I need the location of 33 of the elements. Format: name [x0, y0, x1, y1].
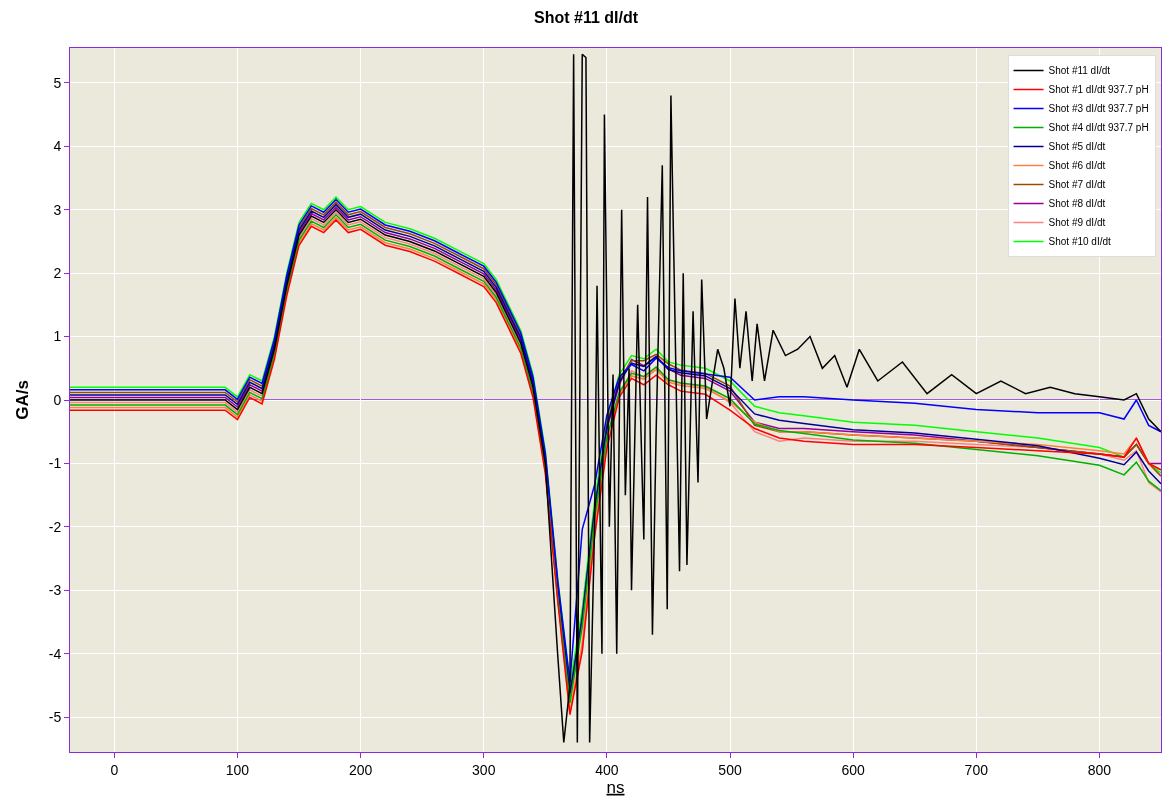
y-tick-label: 4 — [53, 138, 62, 155]
x-tick-label: 200 — [348, 761, 373, 778]
x-tick-label: 600 — [841, 761, 866, 778]
y-axis-title: GA/s — [13, 380, 33, 420]
x-tick-label: 400 — [595, 761, 619, 778]
y-tick-label: 0 — [53, 391, 62, 408]
x-tick-label: 500 — [718, 761, 742, 778]
x-tick-label: 800 — [1087, 761, 1112, 778]
y-tick-label: -1 — [48, 455, 62, 472]
legend-label: Shot #10 dI/dt — [1048, 236, 1112, 248]
legend-label: Shot #6 dI/dt — [1048, 160, 1106, 172]
x-tick-label: 100 — [225, 761, 250, 778]
legend-label: Shot #3 dI/dt 937.7 pH — [1048, 103, 1149, 115]
legend-label: Shot #7 dI/dt — [1048, 179, 1106, 191]
y-tick-label: -4 — [48, 645, 62, 662]
x-tick-label: 300 — [472, 761, 496, 778]
x-tick-label: 700 — [964, 761, 989, 778]
y-tick-label: 2 — [53, 265, 62, 282]
y-tick-label: 3 — [53, 201, 62, 218]
y-tick-label: 5 — [53, 74, 62, 91]
legend-label: Shot #1 dI/dt 937.7 pH — [1048, 84, 1149, 96]
x-axis-title: ns — [606, 777, 625, 797]
y-tick-label: -5 — [48, 709, 62, 726]
legend-label: Shot #11 dI/dt — [1048, 65, 1111, 77]
y-tick-label: -3 — [48, 582, 62, 599]
y-tick-label: -2 — [48, 518, 62, 535]
legend-label: Shot #5 dI/dt — [1048, 141, 1106, 153]
legend-label: Shot #9 dI/dt — [1048, 217, 1106, 229]
x-tick-label: 0 — [110, 761, 119, 778]
y-tick-label: 1 — [53, 328, 62, 345]
legend-label: Shot #8 dI/dt — [1048, 198, 1106, 210]
legend-label: Shot #4 dI/dt 937.7 pH — [1048, 122, 1149, 134]
chart-title: Shot #11 dI/dt — [533, 9, 639, 27]
